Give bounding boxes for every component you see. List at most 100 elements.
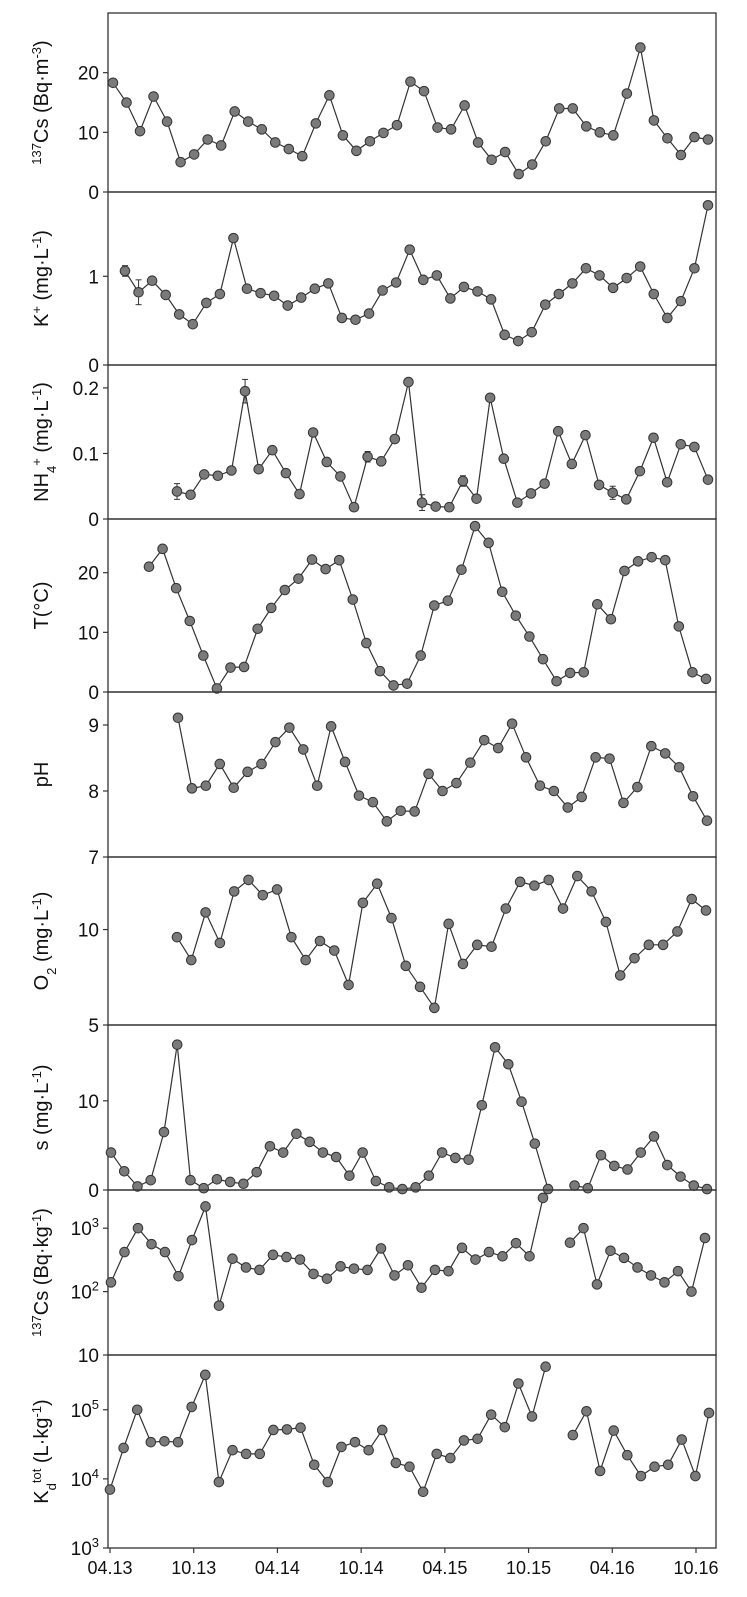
- data-point: [443, 918, 454, 930]
- data-point: [269, 137, 281, 148]
- data-point: [634, 261, 646, 272]
- data-point: [445, 124, 457, 135]
- data-point: [324, 90, 335, 101]
- data-point: [367, 796, 379, 808]
- data-point: [300, 954, 311, 966]
- data-point: [429, 1002, 440, 1014]
- data-point: [529, 880, 540, 891]
- data-point: [496, 586, 508, 598]
- data-point: [242, 116, 254, 127]
- data-point: [592, 599, 603, 610]
- data-point: [542, 1183, 554, 1195]
- data-point: [321, 1273, 333, 1284]
- data-point: [251, 1166, 262, 1178]
- data-point: [634, 465, 646, 477]
- data-point: [403, 376, 414, 388]
- data-point: [402, 1259, 414, 1271]
- data-point: [374, 665, 386, 677]
- data-point: [270, 736, 281, 748]
- data-point: [242, 766, 253, 778]
- data-point: [471, 493, 482, 504]
- data-point: [389, 433, 401, 445]
- data-point: [489, 1041, 501, 1053]
- data-point: [548, 785, 560, 797]
- data-point: [188, 149, 200, 160]
- data-point: [445, 1452, 456, 1464]
- data-point: [472, 137, 484, 148]
- data-point: [284, 722, 295, 733]
- series-line: [572, 1409, 710, 1479]
- data-point: [499, 146, 511, 158]
- y-tick-label: 103: [71, 1535, 99, 1560]
- data-point: [325, 721, 337, 732]
- data-point: [118, 1442, 129, 1454]
- data-point: [486, 941, 497, 953]
- data-point: [267, 1249, 279, 1261]
- data-point: [314, 935, 326, 947]
- data-point: [648, 115, 660, 126]
- data-point: [456, 1242, 468, 1254]
- data-point: [686, 893, 698, 905]
- data-point: [361, 637, 372, 649]
- data-point: [445, 293, 456, 304]
- x-tick-label: 10.14: [339, 1558, 384, 1578]
- data-point: [437, 785, 448, 797]
- data-point: [307, 427, 319, 438]
- data-point: [607, 282, 619, 294]
- y-tick-label: 0: [88, 1181, 99, 1202]
- data-point: [516, 1096, 527, 1108]
- data-point: [255, 287, 266, 299]
- panel-frame: [107, 856, 717, 1026]
- data-point: [444, 501, 455, 513]
- data-point: [659, 748, 671, 759]
- data-point: [308, 1268, 319, 1280]
- y-tick-label: 8: [88, 782, 99, 803]
- data-point: [238, 661, 250, 673]
- data-point: [214, 288, 226, 300]
- data-point: [119, 1246, 130, 1258]
- data-point: [431, 270, 443, 281]
- data-point: [465, 757, 476, 768]
- panel-frame: [107, 1354, 717, 1549]
- y-tick-label: 20: [78, 564, 99, 585]
- data-point: [529, 1138, 541, 1149]
- data-point: [145, 1174, 157, 1186]
- data-point: [268, 1424, 279, 1436]
- data-point: [306, 554, 318, 565]
- data-point: [351, 145, 362, 157]
- y-tick-label: 0: [88, 356, 99, 377]
- data-point: [498, 453, 510, 465]
- data-point: [702, 134, 714, 145]
- x-tick-label: 04.15: [422, 1558, 467, 1578]
- data-point: [564, 667, 576, 679]
- data-point: [478, 734, 490, 746]
- data-point: [646, 740, 657, 752]
- data-point: [458, 281, 470, 293]
- data-point: [540, 299, 551, 310]
- data-point: [689, 131, 700, 143]
- x-tick-label: 04.16: [590, 1558, 635, 1578]
- data-point: [659, 554, 671, 566]
- data-point: [383, 1182, 395, 1193]
- data-point: [632, 556, 644, 567]
- data-point: [614, 970, 626, 981]
- series-line: [110, 1197, 544, 1306]
- data-point: [618, 797, 629, 809]
- data-point: [456, 564, 467, 576]
- data-point: [198, 1182, 210, 1194]
- data-point: [619, 565, 630, 577]
- panel-oxygen: 5 10 O2 (mg·L-1): [29, 856, 717, 1037]
- data-point: [525, 488, 537, 499]
- data-point: [594, 270, 605, 281]
- data-point: [510, 1237, 522, 1249]
- data-point: [543, 874, 555, 886]
- data-point: [243, 874, 254, 886]
- data-point: [702, 474, 714, 485]
- data-point: [524, 1251, 535, 1262]
- x-tick-label: 10.15: [506, 1558, 551, 1578]
- data-point: [227, 1253, 238, 1265]
- data-point: [675, 295, 687, 307]
- data-point: [621, 272, 632, 284]
- data-point: [648, 288, 660, 300]
- series-line: [176, 875, 707, 1010]
